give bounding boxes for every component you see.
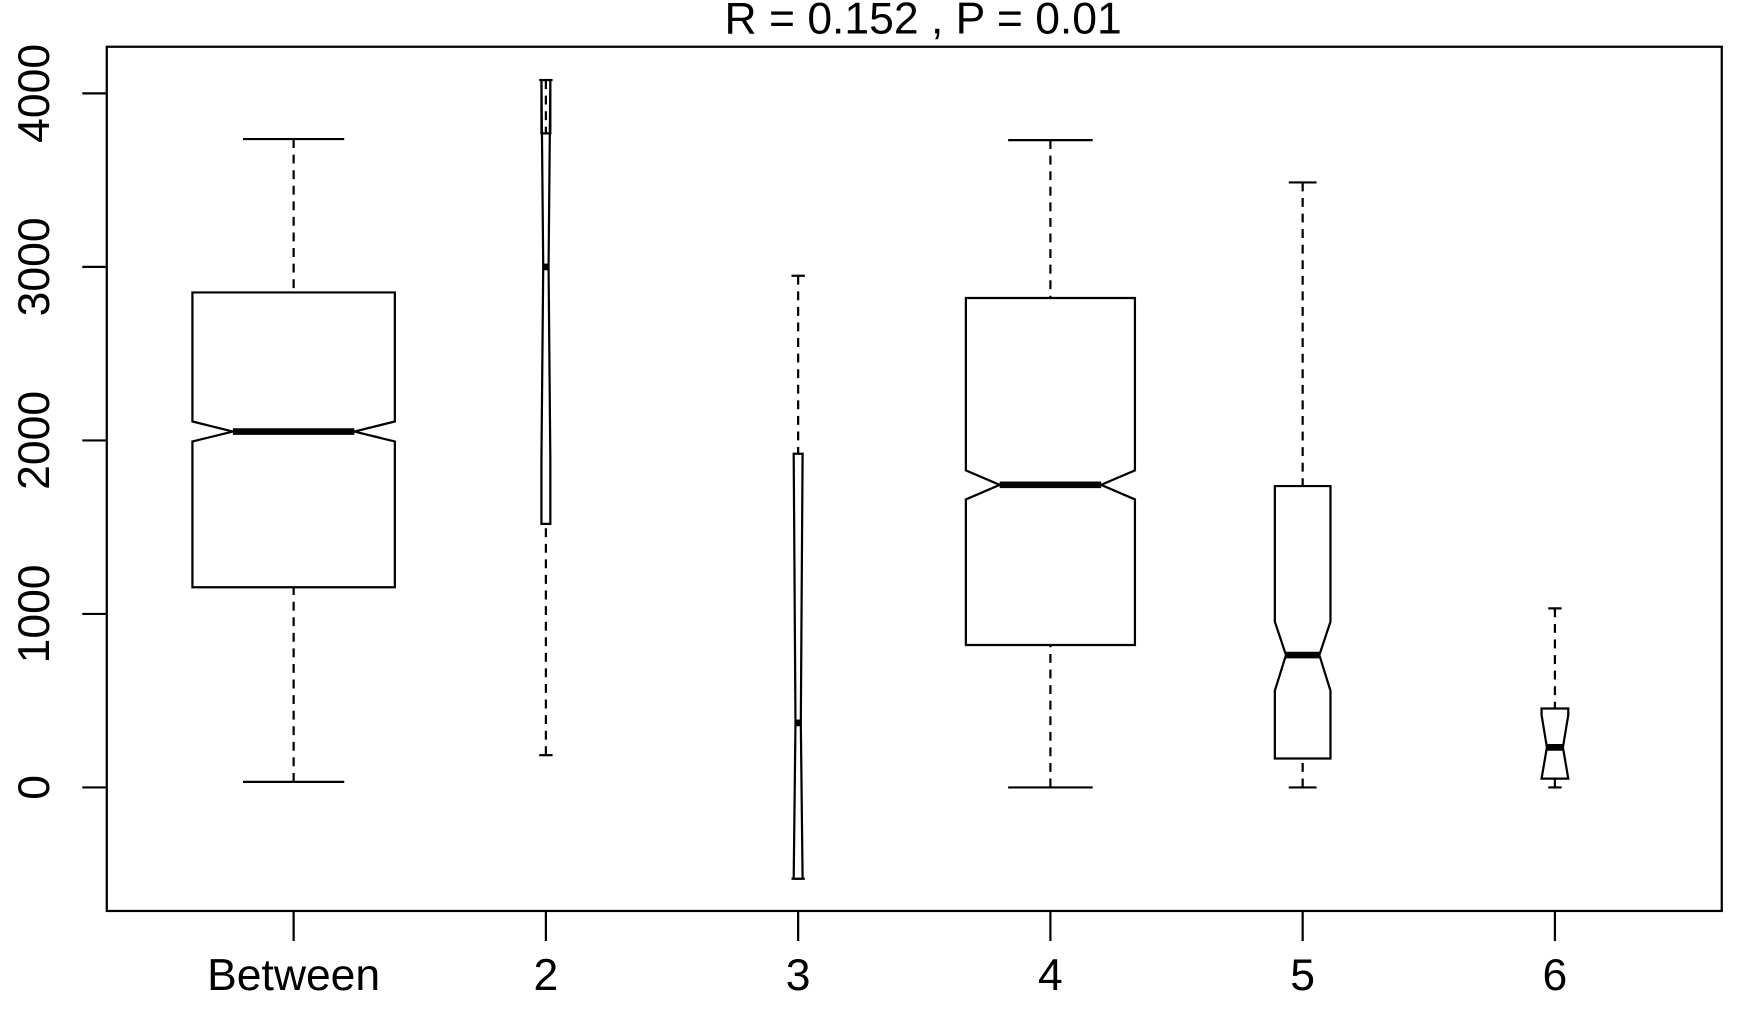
y-tick-label: 1000 bbox=[10, 564, 59, 663]
x-tick-label: 4 bbox=[1038, 951, 1063, 1000]
plot-frame bbox=[105, 45, 1723, 913]
box bbox=[964, 296, 1137, 647]
y-tick-label: 0 bbox=[10, 775, 59, 800]
x-tick-label: 2 bbox=[534, 951, 559, 1000]
x-tick-label: 5 bbox=[1290, 951, 1315, 1000]
box bbox=[191, 291, 396, 589]
y-tick-label: 4000 bbox=[10, 44, 59, 143]
box bbox=[1540, 707, 1570, 780]
y-tick-label: 3000 bbox=[10, 217, 59, 316]
box bbox=[1273, 484, 1332, 760]
x-tick-label: 6 bbox=[1543, 951, 1568, 1000]
x-tick-label: Between bbox=[207, 951, 380, 1000]
box bbox=[792, 452, 804, 880]
chart-title: R = 0.152 , P = 0.01 bbox=[725, 0, 1122, 43]
x-tick-label: 3 bbox=[786, 951, 811, 1000]
box bbox=[540, 80, 552, 525]
y-tick-label: 2000 bbox=[10, 391, 59, 490]
